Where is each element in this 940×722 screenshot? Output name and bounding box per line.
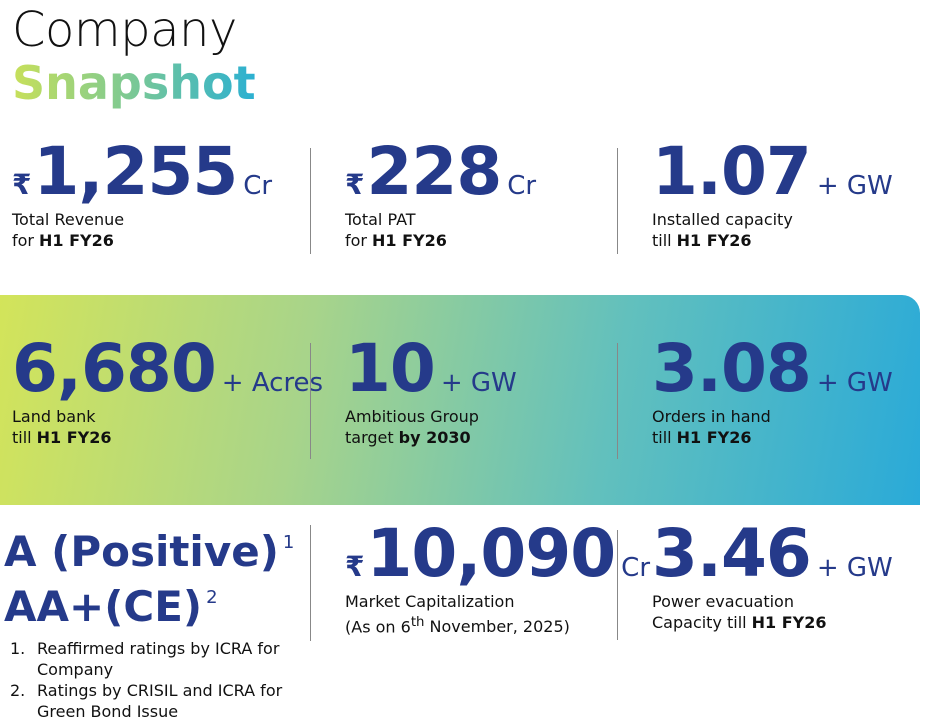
sub-bold: H1 FY26	[676, 428, 752, 447]
metric-label: Total PAT	[345, 210, 416, 229]
sub-bold: H1 FY26	[39, 231, 114, 250]
rating: A (Positive) 1	[4, 520, 300, 575]
rating: AA+(CE) 2	[4, 575, 300, 630]
unit: + GW	[440, 368, 517, 398]
metric-value: 6,680 + Acres	[12, 330, 324, 407]
metric-label: Power evacuation	[652, 592, 794, 611]
metric-sub: till H1 FY26	[652, 230, 893, 251]
value: 3.08	[652, 330, 812, 407]
metric: 3.08 + GW Orders in hand till H1 FY26	[652, 330, 893, 448]
currency: ₹	[12, 168, 32, 201]
sub-text: till	[652, 231, 672, 250]
value: 10,090	[366, 515, 616, 592]
sub-bold: H1 FY26	[36, 428, 112, 447]
title-highlight: Snapshot	[12, 56, 256, 110]
value: 1,255	[33, 133, 238, 210]
unit: + GW	[816, 171, 893, 201]
metric: 6,680 + Acres Land bank till H1 FY26	[12, 330, 323, 448]
value: 228	[366, 133, 502, 210]
metric: 1.07 + GW Installed capacity till H1 FY26	[652, 133, 893, 251]
metric-value: ₹10,090 Cr	[345, 515, 651, 592]
sub-text: for	[12, 231, 34, 250]
unit: + Acres	[221, 368, 324, 398]
unit: + GW	[816, 368, 893, 398]
gradient-band	[0, 295, 920, 505]
metric: ₹228 Cr Total PAT for H1 FY26	[345, 133, 536, 251]
metric-value: ₹1,255 Cr	[12, 133, 273, 210]
notes: 1. Reaffirmed ratings by ICRA for Company…	[10, 638, 300, 722]
metric-label: Ambitious Group	[345, 407, 479, 426]
sub-text: for	[345, 231, 367, 250]
divider	[617, 343, 618, 459]
metric: ₹1,255 Cr Total Revenue for H1 FY26	[12, 133, 272, 251]
value: 6,680	[12, 330, 217, 407]
metric-label: Land bank	[12, 407, 96, 426]
value: 3.46	[652, 515, 812, 592]
sub-text: till	[652, 428, 672, 447]
value: 1.07	[652, 133, 812, 210]
rating-footnote: 2	[206, 587, 218, 608]
metric-sub: (As on 6th November, 2025)	[345, 612, 650, 637]
currency: ₹	[345, 168, 365, 201]
unit: Cr	[621, 553, 651, 583]
value: 10	[345, 330, 436, 407]
metric: ₹10,090 Cr Market Capitalization (As on 6th…	[345, 515, 650, 637]
sub-text: Capacity till	[652, 613, 747, 632]
metric-value: ₹228 Cr	[345, 133, 537, 210]
divider	[617, 530, 618, 640]
sub-bold: H1 FY26	[751, 613, 827, 632]
metric-label: Installed capacity	[652, 210, 793, 229]
sub-text: till	[12, 428, 32, 447]
ratings: A (Positive) 1 AA+(CE) 2 1. Reaffirmed rating…	[4, 520, 300, 722]
metric-sub: Capacity till H1 FY26	[652, 612, 893, 633]
unit: Cr	[243, 171, 273, 201]
metric-sub: for H1 FY26	[12, 230, 272, 251]
metric-value: 10 + GW	[345, 330, 517, 407]
rating-text: AA+(CE)	[4, 582, 203, 631]
unit: Cr	[507, 171, 537, 201]
note-text: (As on 6	[345, 617, 411, 637]
metric: 3.46 + GW Power evacuation Capacity till H1 …	[652, 515, 893, 633]
note-text: Reaffirmed ratings by ICRA for Company	[37, 639, 280, 679]
note-text: Ratings by CRISIL and ICRA for Green Bon…	[37, 681, 283, 721]
divider	[617, 148, 618, 254]
metric-label: Orders in hand	[652, 407, 771, 426]
note-marker: 1.	[10, 639, 26, 658]
note-text: November, 2025)	[429, 617, 570, 637]
divider	[310, 148, 311, 254]
metric-value: 3.46 + GW	[652, 515, 893, 592]
note-marker: 2.	[10, 681, 26, 700]
divider	[310, 525, 311, 641]
metric-label: Market Capitalization	[345, 592, 515, 611]
metric-label: Total Revenue	[12, 210, 125, 229]
metric-sub: till H1 FY26	[652, 427, 893, 448]
rating-footnote: 1	[282, 532, 295, 553]
rating-text: A (Positive)	[4, 527, 279, 576]
metric-value: 3.08 + GW	[652, 330, 893, 407]
title: Company	[12, 2, 237, 58]
currency: ₹	[345, 550, 365, 583]
metric-sub: till H1 FY26	[12, 427, 323, 448]
note-sup: th	[410, 615, 425, 630]
metric-value: 1.07 + GW	[652, 133, 893, 210]
sub-bold: H1 FY26	[676, 231, 752, 250]
sub-bold: by 2030	[398, 428, 471, 447]
metric: 10 + GW Ambitious Group target by 2030	[345, 330, 517, 448]
note: 2. Ratings by CRISIL and ICRA for Green B…	[10, 680, 300, 722]
unit: + GW	[816, 553, 893, 583]
note: 1. Reaffirmed ratings by ICRA for Company	[10, 638, 300, 680]
sub-bold: H1 FY26	[372, 231, 447, 250]
divider	[310, 343, 311, 459]
sub-text: target	[345, 428, 394, 447]
metric-sub: for H1 FY26	[345, 230, 536, 251]
metric-sub: target by 2030	[345, 427, 517, 448]
